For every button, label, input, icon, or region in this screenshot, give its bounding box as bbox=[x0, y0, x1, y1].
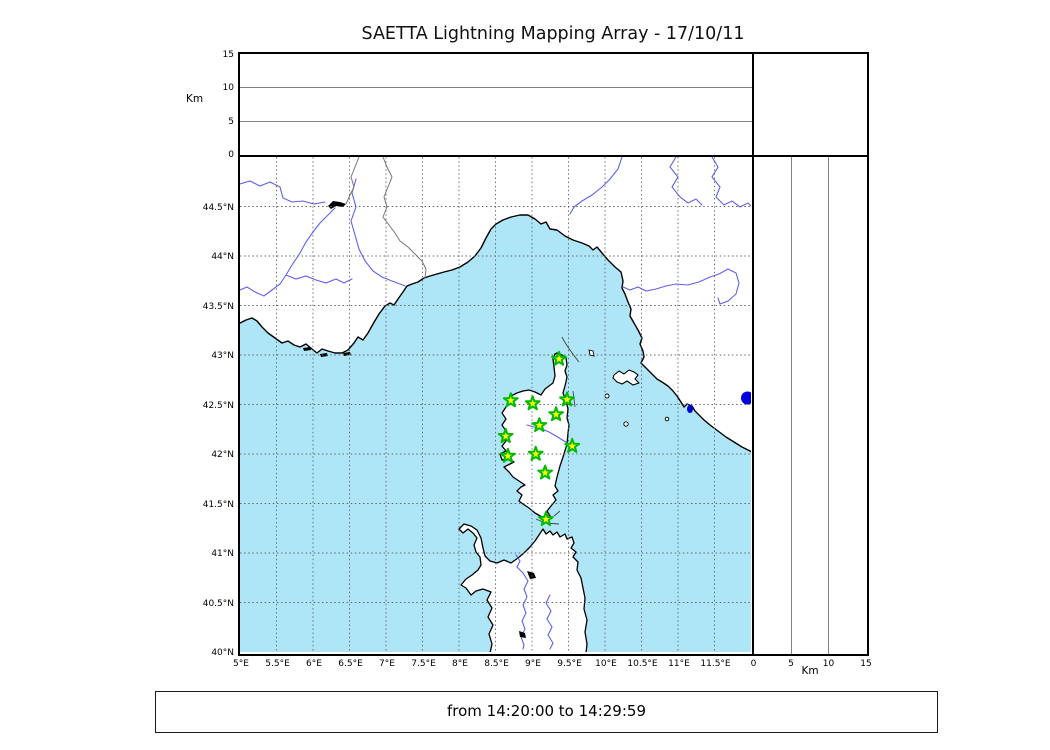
altitude-latitude-panel bbox=[752, 155, 869, 656]
station-star-icon bbox=[502, 392, 519, 408]
longitude-tick-label: 8.5°E bbox=[484, 659, 509, 669]
sardinia-coastline bbox=[458, 523, 588, 652]
right-km-tick-label: 15 bbox=[860, 659, 872, 669]
country-borders bbox=[345, 157, 427, 279]
time-range-text: from 14:20:00 to 14:29:59 bbox=[446, 702, 646, 720]
longitude-tick-label: 5°E bbox=[233, 659, 249, 669]
altitude-axis-label: Km bbox=[186, 93, 204, 105]
right-km-axis-label: Km bbox=[801, 665, 819, 677]
mainland-coastline bbox=[240, 157, 751, 453]
longitude-tick-label: 10.5°E bbox=[627, 659, 658, 669]
longitude-tick-label: 11°E bbox=[668, 659, 690, 669]
lma-station-markers bbox=[497, 350, 581, 527]
latitude-tick-label: 40.5°N bbox=[202, 598, 234, 609]
geographic-map bbox=[240, 157, 751, 652]
altitude-gridline-5km bbox=[790, 157, 792, 654]
lake-serre-poncon bbox=[328, 201, 346, 209]
latitude-tick-label: 41°N bbox=[211, 549, 234, 559]
latitude-tick-label: 42.5°N bbox=[202, 400, 234, 411]
latitude-tick-label: 41.5°N bbox=[202, 499, 234, 510]
longitude-tick-label: 11.5°E bbox=[700, 659, 731, 669]
small-islands bbox=[588, 349, 670, 427]
longitude-tick-label: 9.5°E bbox=[557, 659, 582, 669]
longitude-tick-label: 6°E bbox=[306, 659, 322, 669]
latitude-tick-label: 40°N bbox=[211, 648, 234, 658]
altitude-longitude-panel bbox=[238, 52, 755, 158]
longitude-tick-label: 7°E bbox=[379, 659, 395, 669]
altitude-tick-label: 5 bbox=[228, 116, 234, 127]
lake-coghinas bbox=[527, 571, 536, 579]
longitude-tick-label: 5.5°E bbox=[265, 659, 290, 669]
lake-bolsena bbox=[741, 391, 751, 405]
page-title: SAETTA Lightning Mapping Array - 17/10/1… bbox=[361, 24, 745, 44]
station-star-icon bbox=[499, 447, 516, 463]
time-range-box: from 14:20:00 to 14:29:59 bbox=[155, 691, 938, 733]
right-km-tick-label: 5 bbox=[788, 659, 794, 669]
right-km-tick-label: 0 bbox=[750, 659, 757, 669]
latitude-tick-label: 43°N bbox=[211, 351, 234, 361]
map-panel bbox=[238, 155, 755, 656]
station-star-icon bbox=[548, 406, 565, 422]
longitude-tick-label: 7.5°E bbox=[411, 659, 436, 669]
altitude-gridline-10km bbox=[828, 157, 829, 654]
latitude-tick-label: 44°N bbox=[211, 252, 234, 262]
altitude-tick-label: 15 bbox=[222, 50, 234, 60]
corner-panel bbox=[752, 52, 869, 158]
longitude-tick-label: 8°E bbox=[452, 659, 468, 669]
station-star-icon bbox=[537, 511, 554, 527]
station-star-icon bbox=[524, 395, 541, 411]
latitude-tick-label: 42°N bbox=[211, 450, 234, 460]
altitude-gridline-10km bbox=[240, 87, 753, 88]
station-star-icon bbox=[537, 464, 554, 480]
orbetello-lagoon bbox=[687, 405, 693, 413]
latitude-tick-label: 44.5°N bbox=[202, 202, 234, 213]
longitude-tick-label: 6.5°E bbox=[338, 659, 363, 669]
lake-omodeo bbox=[519, 631, 526, 638]
provence-islets bbox=[303, 347, 351, 357]
longitude-tick-label: 9°E bbox=[525, 659, 541, 669]
longitude-tick-label: 10°E bbox=[595, 659, 617, 669]
station-star-icon bbox=[531, 417, 548, 433]
station-star-icon bbox=[551, 350, 567, 366]
station-star-icon bbox=[527, 445, 544, 461]
station-star-icon bbox=[497, 428, 514, 444]
station-star-icon bbox=[564, 437, 581, 453]
corsica-coastline bbox=[499, 352, 570, 518]
elba-island bbox=[612, 369, 640, 386]
right-km-tick-label: 10 bbox=[822, 659, 835, 669]
altitude-tick-label: 0 bbox=[228, 150, 234, 160]
station-star-icon bbox=[559, 391, 575, 407]
latitude-tick-label: 43.5°N bbox=[202, 301, 234, 312]
altitude-gridline-5km bbox=[240, 120, 753, 122]
altitude-tick-label: 10 bbox=[222, 83, 234, 94]
